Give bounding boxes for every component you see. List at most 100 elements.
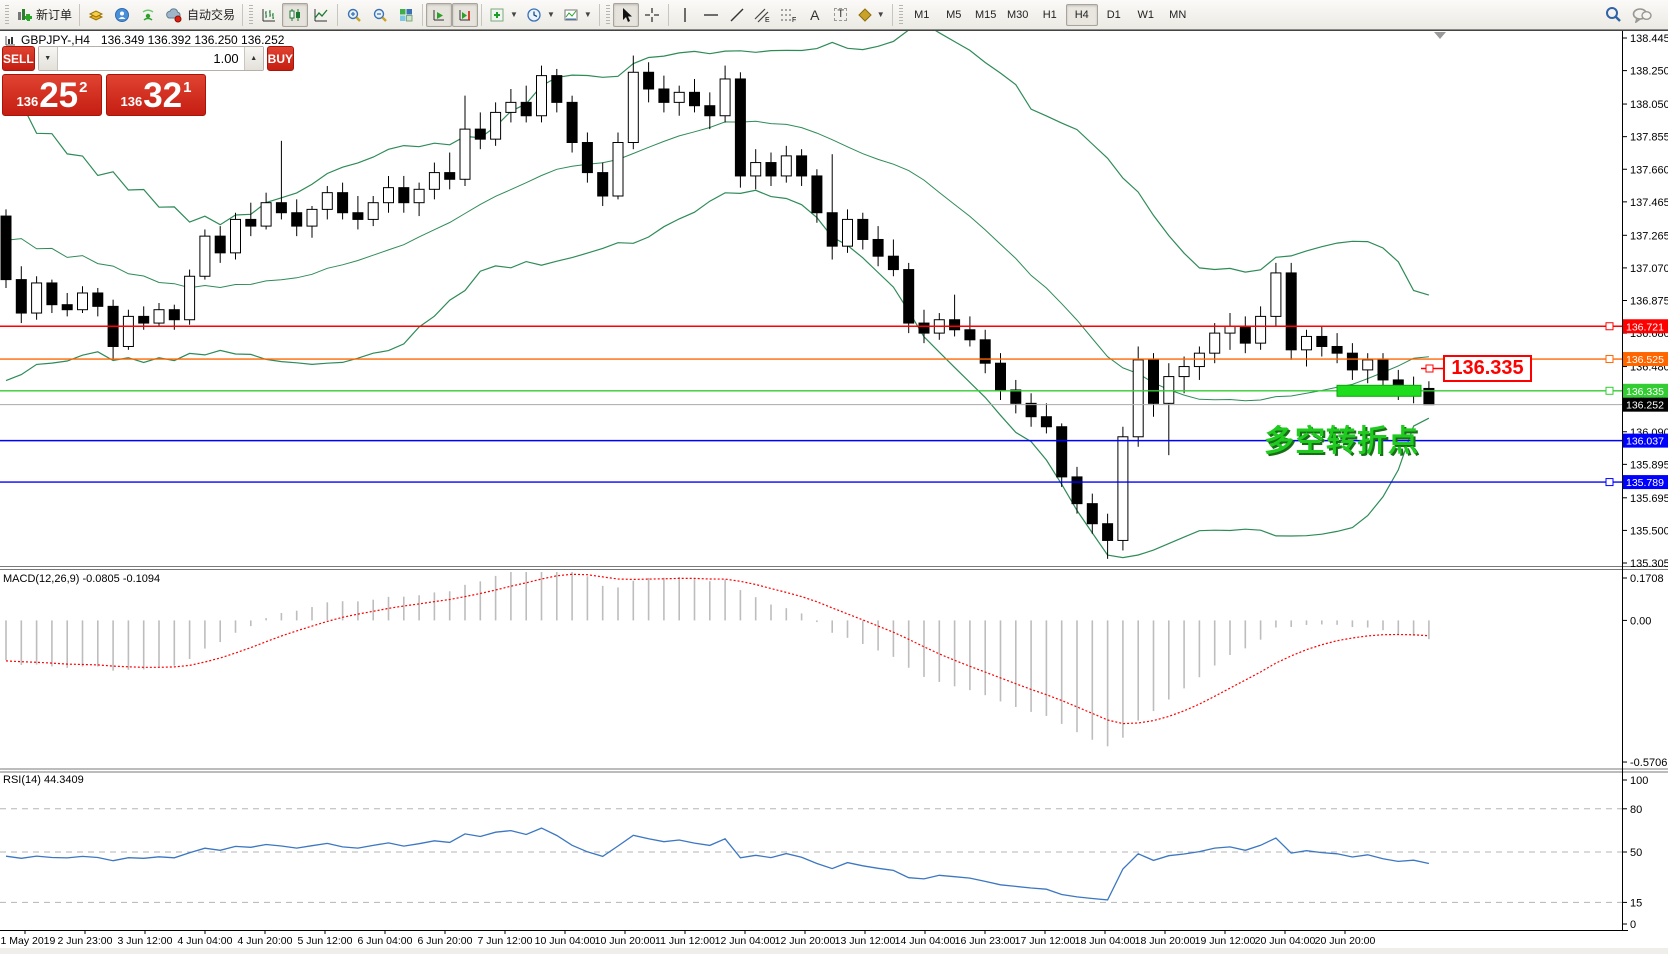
line-chart-icon xyxy=(314,8,328,21)
bull-candle-body xyxy=(1178,366,1190,378)
bull-candle-body xyxy=(184,275,196,321)
templates-button[interactable]: ▼ xyxy=(559,3,596,27)
candle xyxy=(826,154,838,260)
toolbar-drag-handle[interactable] xyxy=(249,4,254,25)
chart-shift-button[interactable] xyxy=(452,2,479,27)
indicators-button[interactable]: ▼ xyxy=(485,3,522,27)
time-tick-label: 6 Jun 04:00 xyxy=(358,935,413,947)
toolbar-drag-handle[interactable] xyxy=(605,4,610,25)
toolbar-drag-handle[interactable] xyxy=(898,4,903,25)
candle xyxy=(184,269,196,325)
tile-windows-button[interactable] xyxy=(393,3,419,27)
volume-input[interactable] xyxy=(57,47,244,70)
bull-candle-body xyxy=(321,192,333,210)
vertical-line-button[interactable] xyxy=(672,3,698,27)
candle xyxy=(321,185,333,220)
volume-increase-button[interactable]: ▲ xyxy=(243,47,263,70)
arrows-button[interactable]: ▼ xyxy=(854,3,889,27)
cursor-button[interactable] xyxy=(612,2,639,27)
timeframe-W1[interactable]: W1 xyxy=(1137,8,1154,21)
bull-candle-body xyxy=(750,162,762,177)
bull-candle-body xyxy=(428,172,440,190)
zoom-out-icon xyxy=(373,8,387,22)
time-tick-label: 11 Jun 12:00 xyxy=(655,935,715,947)
chart-shift-marker[interactable] xyxy=(1434,32,1446,39)
line-selection-handle[interactable] xyxy=(1605,386,1614,395)
bar-chart-button[interactable] xyxy=(256,3,282,27)
new-order-button[interactable]: 新订单 xyxy=(12,3,76,27)
highlight-rectangle-object[interactable] xyxy=(1336,384,1422,397)
bear-candle-body xyxy=(765,162,777,177)
bull-candle-body xyxy=(306,208,318,227)
chat-icon[interactable] xyxy=(1632,7,1652,23)
line-chart-button[interactable] xyxy=(308,3,334,27)
equidistant-channel-icon: E xyxy=(754,8,770,23)
price-tag-handle[interactable] xyxy=(1425,364,1434,373)
sell-price-button[interactable]: 136 25 2 xyxy=(2,74,102,116)
time-tick-label: 12 Jun 04:00 xyxy=(715,935,776,947)
timeframe-M30[interactable]: M30 xyxy=(1007,8,1029,21)
timeframe-M15[interactable]: M15 xyxy=(975,8,997,21)
timeframe-H4[interactable]: H4 xyxy=(1065,3,1098,26)
chart-title: GBPJPY-,H4 136.349 136.392 136.250 136.2… xyxy=(5,33,284,47)
horizontal-line-button[interactable] xyxy=(698,3,724,27)
current-price-label-box xyxy=(1623,397,1668,412)
bull-candle-body xyxy=(1362,359,1374,371)
timeframe-H1[interactable]: H1 xyxy=(1042,8,1057,21)
periods-button[interactable]: ▼ xyxy=(522,3,559,27)
candle xyxy=(214,226,226,263)
timeframe-M5[interactable]: M5 xyxy=(946,8,962,21)
price-tick-label: 138.445 xyxy=(1630,33,1668,45)
bear-candle-body xyxy=(0,215,12,281)
bear-candle-body xyxy=(520,101,532,117)
annotation-text[interactable]: 多空转折点 xyxy=(1264,425,1419,458)
bollinger-lower-band xyxy=(5,189,1430,559)
text-button[interactable]: A xyxy=(802,3,828,27)
time-tick-label: 20 Jun 20:00 xyxy=(1315,935,1376,947)
auto-scroll-icon xyxy=(433,9,445,20)
candle xyxy=(199,229,211,280)
signals-button[interactable] xyxy=(135,3,161,27)
candle xyxy=(459,95,471,186)
candle xyxy=(428,162,440,200)
line-selection-handle[interactable] xyxy=(1605,478,1614,487)
price-tick-label: 136.875 xyxy=(1630,296,1668,308)
candle xyxy=(1071,466,1083,514)
auto-scroll-button[interactable] xyxy=(426,2,453,27)
timeframe-M1[interactable]: M1 xyxy=(914,8,930,21)
volume-decrease-button[interactable]: ▼ xyxy=(38,47,58,70)
bear-candle-body xyxy=(597,172,609,197)
candlestick-chart-button[interactable] xyxy=(282,2,309,27)
buy-price-button[interactable]: 136 32 1 xyxy=(106,74,206,116)
trendline-button[interactable] xyxy=(724,3,750,27)
zoom-out-button[interactable] xyxy=(367,3,393,27)
candle xyxy=(1285,262,1297,360)
cursor-icon xyxy=(622,7,632,22)
crosshair-button[interactable] xyxy=(639,3,665,27)
zoom-in-button[interactable] xyxy=(341,3,367,27)
market-button[interactable] xyxy=(83,3,109,27)
search-icon[interactable] xyxy=(1605,6,1622,23)
candle xyxy=(1316,326,1328,357)
toolbar-drag-handle[interactable] xyxy=(5,4,9,25)
line-selection-handle[interactable] xyxy=(1605,322,1614,331)
timeframe-MN[interactable]: MN xyxy=(1169,8,1187,21)
timeframe-D1[interactable]: D1 xyxy=(1106,8,1121,21)
channel-button[interactable]: E xyxy=(750,3,776,27)
line-selection-handle[interactable] xyxy=(1605,355,1614,364)
fibonacci-button[interactable]: F xyxy=(776,3,802,27)
text-label-button[interactable]: T xyxy=(828,3,854,27)
candle xyxy=(260,192,272,230)
price-tick-label: 138.250 xyxy=(1630,66,1668,78)
bear-candle-body xyxy=(352,212,364,220)
price-tick-label: 135.895 xyxy=(1630,459,1668,471)
macd-tick-label: 0.1708 xyxy=(1630,573,1664,585)
community-button[interactable] xyxy=(109,3,135,27)
autotrading-button[interactable]: 自动交易 xyxy=(161,3,239,27)
hline-price-label: 135.789 xyxy=(1626,477,1664,489)
candle xyxy=(612,132,624,200)
sell-button[interactable]: SELL xyxy=(2,46,35,71)
price-tag-label[interactable]: 136.335 xyxy=(1443,355,1532,382)
bull-candle-body xyxy=(536,75,547,117)
buy-button[interactable]: BUY xyxy=(266,46,295,71)
